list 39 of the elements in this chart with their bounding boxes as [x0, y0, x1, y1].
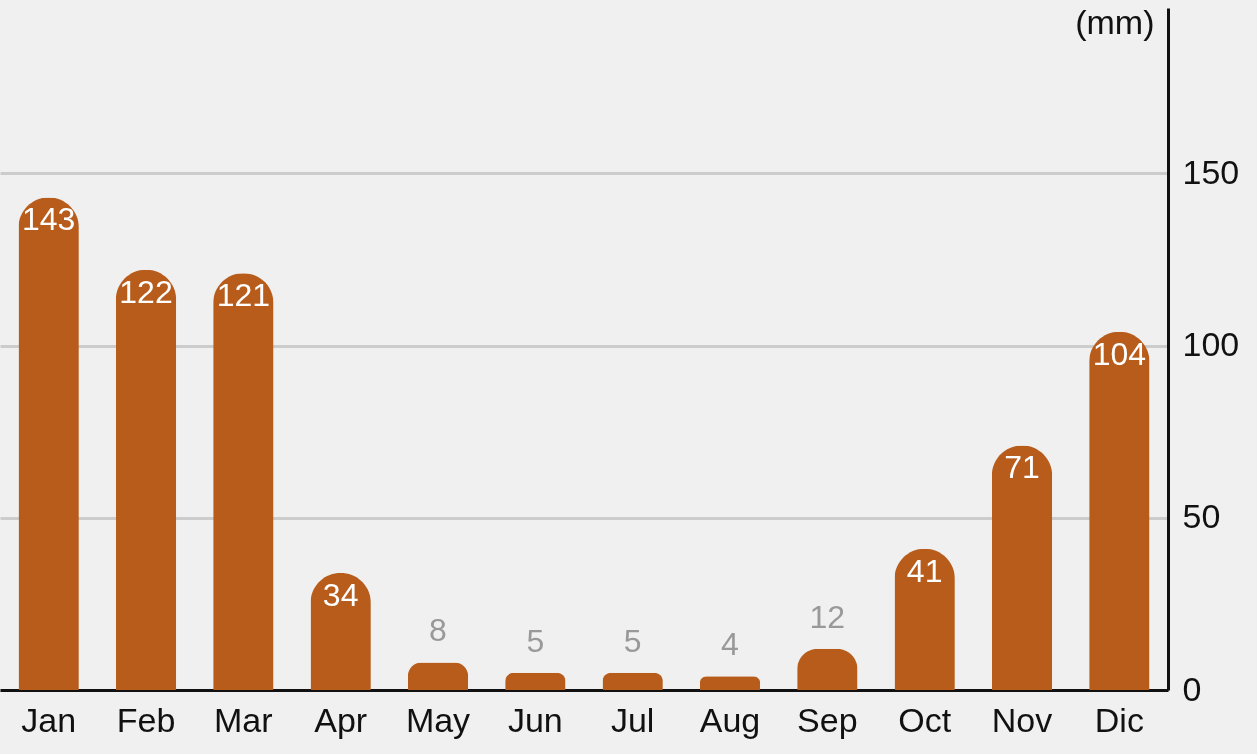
y-tick-label: 150: [1182, 152, 1240, 191]
x-tick-label: Jan: [21, 700, 77, 739]
x-tick-label: May: [405, 700, 471, 739]
y-tick-label: 0: [1182, 669, 1202, 708]
data-label: 12: [809, 598, 846, 635]
x-tick-label: Sep: [797, 700, 858, 739]
x-tick-label: Dic: [1094, 700, 1144, 739]
x-tick-label: Oct: [898, 700, 952, 739]
bar: [115, 269, 177, 690]
bar: [505, 672, 566, 690]
x-tick-label: Nov: [991, 700, 1053, 739]
data-label: 5: [623, 622, 642, 659]
data-label: 71: [1004, 449, 1040, 486]
bar: [797, 648, 858, 690]
x-tick-label: Feb: [116, 700, 176, 739]
data-label: 5: [526, 622, 545, 659]
data-label: 41: [906, 552, 943, 589]
x-tick-label: Jun: [507, 700, 563, 739]
y-tick-label: 100: [1182, 325, 1240, 364]
x-tick-label: Jul: [610, 700, 655, 739]
bar: [213, 273, 274, 690]
data-label: 8: [429, 612, 447, 649]
data-label: 121: [216, 277, 271, 314]
bar: [991, 445, 1053, 690]
data-label: 4: [721, 626, 739, 663]
bar: [699, 676, 761, 690]
data-label: 122: [119, 273, 173, 310]
bar: [18, 197, 79, 690]
data-label: 143: [21, 201, 76, 238]
bar: [1089, 331, 1150, 690]
y-tick-label: 50: [1182, 497, 1221, 536]
y-axis-title: (mm): [1075, 2, 1155, 41]
x-tick-label: Mar: [214, 700, 273, 739]
data-label: 104: [1092, 335, 1147, 372]
data-label: 34: [322, 576, 359, 613]
x-tick-label: Apr: [314, 700, 368, 739]
bar: [407, 662, 469, 690]
x-tick-label: Aug: [699, 700, 761, 739]
bar: [602, 672, 663, 690]
